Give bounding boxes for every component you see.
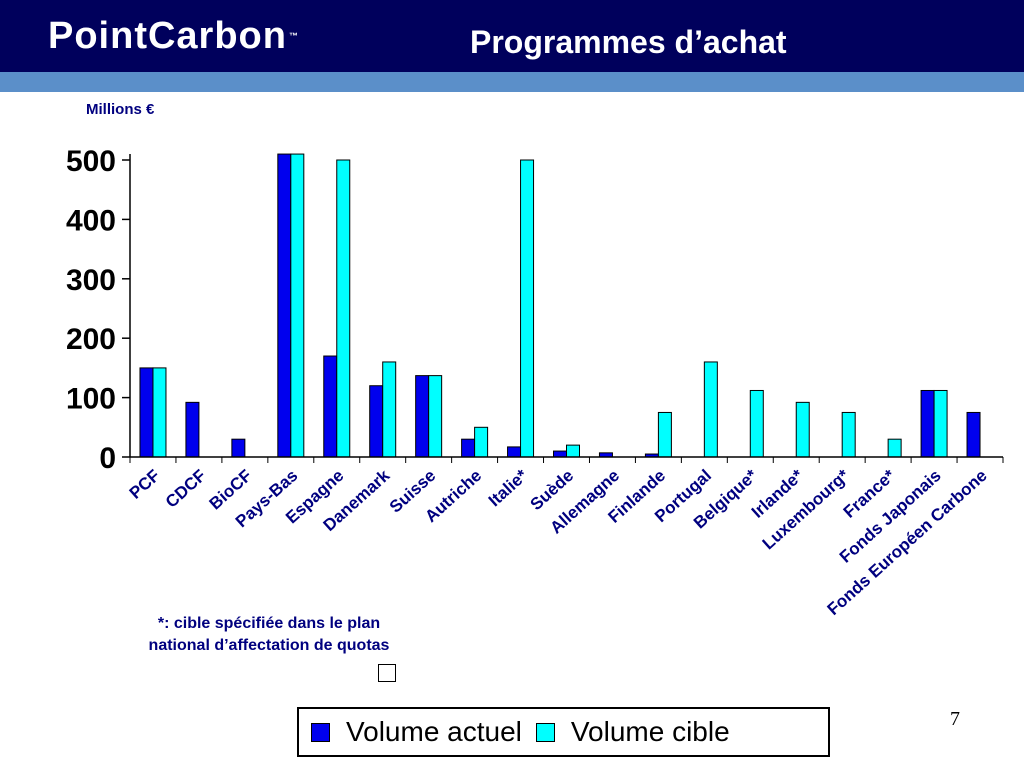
header-bar xyxy=(0,0,1024,72)
footnote: *: cible spécifiée dans le plan national… xyxy=(96,613,442,657)
bar-actual-7 xyxy=(461,438,476,458)
bar-target-7 xyxy=(474,426,489,458)
slide-title: Programmes d’achat xyxy=(470,24,787,60)
bar-target-3 xyxy=(290,153,305,458)
legend-swatch-actual xyxy=(311,722,330,742)
x-tick-label-0: PCF xyxy=(126,466,164,503)
bar-target-5 xyxy=(382,361,397,458)
y-tick-label-4: 400 xyxy=(66,204,116,237)
chart-bars xyxy=(139,153,981,458)
bar-target-4 xyxy=(336,159,351,458)
page-number: 7 xyxy=(950,708,960,730)
bar-actual-18 xyxy=(966,411,981,458)
bar-actual-4 xyxy=(323,355,338,458)
chart-axes xyxy=(122,154,1004,463)
y-tick-label-1: 100 xyxy=(66,383,116,416)
legend-swatch-target xyxy=(535,722,555,742)
y-tick-label-0: 0 xyxy=(99,442,116,475)
point-carbon-logo: PointCarbon ™ xyxy=(48,14,299,58)
x-tick-label-1: CDCF xyxy=(162,466,210,512)
bar-actual-0 xyxy=(139,367,154,458)
legend-item-target: Volume cible xyxy=(535,716,730,748)
logo-trademark: ™ xyxy=(288,31,299,41)
bar-target-16 xyxy=(887,438,902,458)
header-stripe xyxy=(0,72,1024,92)
bar-actual-1 xyxy=(185,401,200,458)
bar-actual-2 xyxy=(231,438,246,458)
footnote-line-2: national d’affectation de quotas xyxy=(148,637,390,654)
bar-chart: 0 100 200 300 400 500 PCFCDCFBioCFPays-BasEsp… xyxy=(66,145,1004,619)
y-tick-labels: 0 100 200 300 400 500 xyxy=(66,145,116,475)
bar-target-13 xyxy=(749,389,764,458)
bar-target-11 xyxy=(657,411,672,458)
footnote-line-1: *: cible spécifiée dans le plan xyxy=(157,615,381,632)
bar-actual-8 xyxy=(507,446,522,458)
logo-text: PointCarbon xyxy=(48,15,287,57)
bar-target-12 xyxy=(703,361,718,458)
y-axis-unit-label: Millions € xyxy=(86,101,155,118)
bar-actual-5 xyxy=(369,385,384,458)
chart-legend: Volume actuel Volume cible xyxy=(297,707,830,757)
y-tick-label-5: 500 xyxy=(66,145,116,178)
legend-label-target: Volume cible xyxy=(570,716,730,747)
bar-target-6 xyxy=(428,375,443,458)
bar-actual-3 xyxy=(277,153,292,458)
bar-target-0 xyxy=(152,367,167,458)
bar-target-14 xyxy=(795,401,810,458)
x-tick-label-8: Italie* xyxy=(485,466,532,511)
y-tick-label-3: 300 xyxy=(66,264,116,297)
y-tick-label-2: 200 xyxy=(66,323,116,356)
bar-actual-6 xyxy=(415,375,430,458)
bar-target-8 xyxy=(520,159,535,458)
bar-target-9 xyxy=(566,444,580,458)
legend-label-actual: Volume actuel xyxy=(346,716,522,747)
bar-actual-9 xyxy=(553,450,567,458)
legend-item-actual: Volume actuel xyxy=(311,716,522,748)
placeholder-symbol-box xyxy=(378,664,396,682)
bar-actual-17 xyxy=(920,389,935,458)
x-tick-labels: PCFCDCFBioCFPays-BasEspagneDanemarkSuiss… xyxy=(126,465,991,619)
bar-target-17 xyxy=(933,389,948,458)
bar-target-15 xyxy=(841,411,856,458)
